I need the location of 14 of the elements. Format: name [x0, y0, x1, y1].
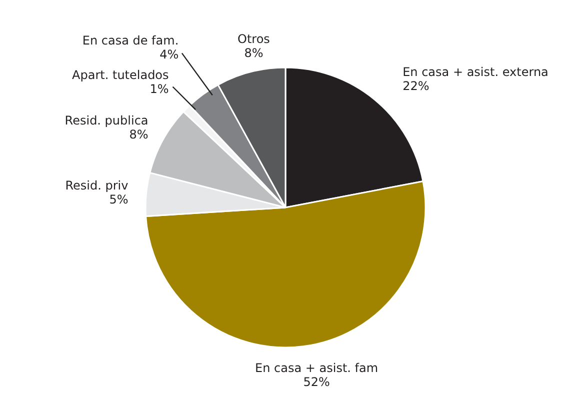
data-label: 4% [160, 48, 179, 62]
slice-label: Otros [238, 32, 270, 46]
slice-label: Apart. tutelados [72, 68, 169, 82]
slice-label: En casa + asist. fam [255, 361, 378, 376]
data-label: 52% [303, 375, 330, 390]
data-label: 5% [109, 192, 128, 207]
data-label: 8% [129, 128, 148, 142]
slice-label: En casa de fam. [82, 34, 179, 48]
data-label: 8% [244, 46, 264, 60]
slice-label: Resid. priv [65, 178, 128, 193]
slice-label: En casa + asist. externa [402, 65, 548, 80]
data-label: 1% [150, 82, 169, 96]
slice-label: Resid. publica [64, 114, 148, 128]
data-label: 22% [402, 79, 430, 94]
